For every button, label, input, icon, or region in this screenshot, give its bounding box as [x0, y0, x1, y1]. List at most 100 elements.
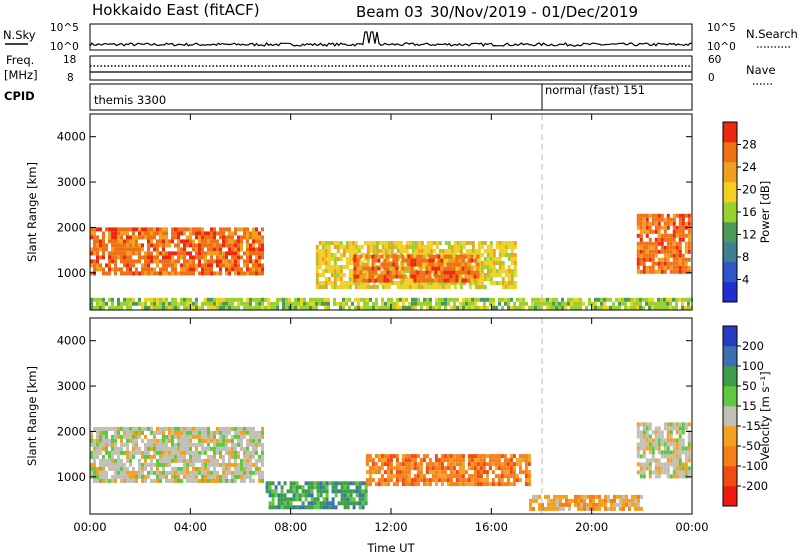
- data-cell: [513, 261, 517, 265]
- data-cell: [322, 501, 326, 506]
- data-cell: [322, 489, 326, 494]
- data-cell: [189, 263, 192, 268]
- data-cell: [483, 257, 487, 261]
- data-cell: [449, 458, 453, 463]
- data-cell: [651, 269, 655, 274]
- data-cell: [231, 243, 234, 248]
- data-cell: [252, 478, 255, 483]
- data-cell: [354, 241, 358, 245]
- data-cell: [333, 273, 337, 277]
- data-cell: [669, 221, 673, 226]
- data-cell: [672, 229, 676, 234]
- data-cell: [252, 247, 255, 252]
- data-cell: [675, 225, 679, 230]
- data-cell: [456, 245, 460, 249]
- data-cell: [645, 438, 649, 443]
- data-cell: [568, 502, 571, 507]
- data-cell: [498, 253, 502, 257]
- data-cell: [90, 434, 93, 439]
- colorbar-swatch: [723, 242, 737, 263]
- data-cell: [395, 482, 399, 487]
- data-cell: [477, 285, 481, 289]
- data-cell: [636, 269, 640, 274]
- data-cell: [681, 446, 685, 451]
- data-cell: [195, 301, 198, 306]
- data-cell: [336, 301, 339, 306]
- data-cell: [237, 305, 240, 310]
- data-cell: [192, 454, 195, 459]
- data-cell: [467, 278, 471, 283]
- data-cell: [165, 239, 168, 244]
- data-cell: [459, 245, 463, 249]
- data-cell: [132, 239, 135, 244]
- data-cell: [132, 466, 135, 471]
- data-cell: [231, 426, 234, 431]
- data-cell: [507, 273, 511, 277]
- data-cell: [392, 482, 396, 487]
- data-cell: [657, 213, 661, 218]
- data-cell: [129, 235, 132, 240]
- data-cell: [452, 458, 456, 463]
- data-cell: [156, 239, 159, 244]
- data-cell: [168, 454, 171, 459]
- data-cell: [461, 458, 465, 463]
- data-cell: [315, 257, 319, 261]
- data-cell: [510, 257, 514, 261]
- data-cell: [322, 481, 326, 486]
- data-cell: [462, 301, 465, 306]
- data-cell: [307, 505, 311, 510]
- data-cell: [669, 297, 672, 302]
- data-cell: [495, 257, 499, 261]
- data-cell: [476, 266, 480, 271]
- data-cell: [399, 245, 403, 249]
- data-cell: [327, 253, 331, 257]
- data-cell: [443, 270, 447, 275]
- data-cell: [237, 434, 240, 439]
- data-cell: [252, 259, 255, 264]
- data-cell: [231, 462, 234, 467]
- data-cell: [153, 470, 156, 475]
- data-cell: [669, 458, 673, 463]
- data-cell: [147, 470, 150, 475]
- data-cell: [449, 462, 453, 467]
- data-cell: [126, 474, 129, 479]
- data-cell: [301, 505, 305, 510]
- power-heatmap: [90, 213, 693, 310]
- data-cell: [168, 239, 171, 244]
- data-cell: [485, 462, 489, 467]
- data-cell: [678, 470, 682, 475]
- data-cell: [298, 493, 302, 498]
- data-cell: [467, 254, 471, 259]
- data-cell: [114, 247, 117, 252]
- data-cell: [426, 245, 430, 249]
- data-cell: [352, 489, 356, 494]
- data-cell: [480, 261, 484, 265]
- data-cell: [477, 281, 481, 285]
- data-cell: [204, 259, 207, 264]
- data-cell: [473, 278, 477, 283]
- data-cell: [174, 478, 177, 483]
- data-cell: [672, 261, 676, 266]
- data-cell: [462, 297, 465, 302]
- x-tick-label: 04:00: [174, 520, 207, 534]
- data-cell: [255, 438, 258, 443]
- y-tick-label: 4000: [57, 334, 86, 348]
- data-cell: [258, 466, 261, 471]
- data-cell: [240, 227, 243, 232]
- data-cell: [153, 247, 156, 252]
- data-cell: [318, 301, 321, 306]
- data-cell: [639, 241, 643, 246]
- data-cell: [138, 474, 141, 479]
- data-cell: [506, 482, 510, 487]
- data-cell: [371, 266, 375, 271]
- data-cell: [192, 430, 195, 435]
- data-cell: [437, 254, 441, 259]
- data-cell: [177, 247, 180, 252]
- data-cell: [192, 450, 195, 455]
- data-cell: [207, 466, 210, 471]
- data-cell: [550, 498, 553, 503]
- data-cell: [183, 438, 186, 443]
- data-cell: [660, 257, 664, 262]
- data-cell: [337, 501, 341, 506]
- data-cell: [645, 225, 649, 230]
